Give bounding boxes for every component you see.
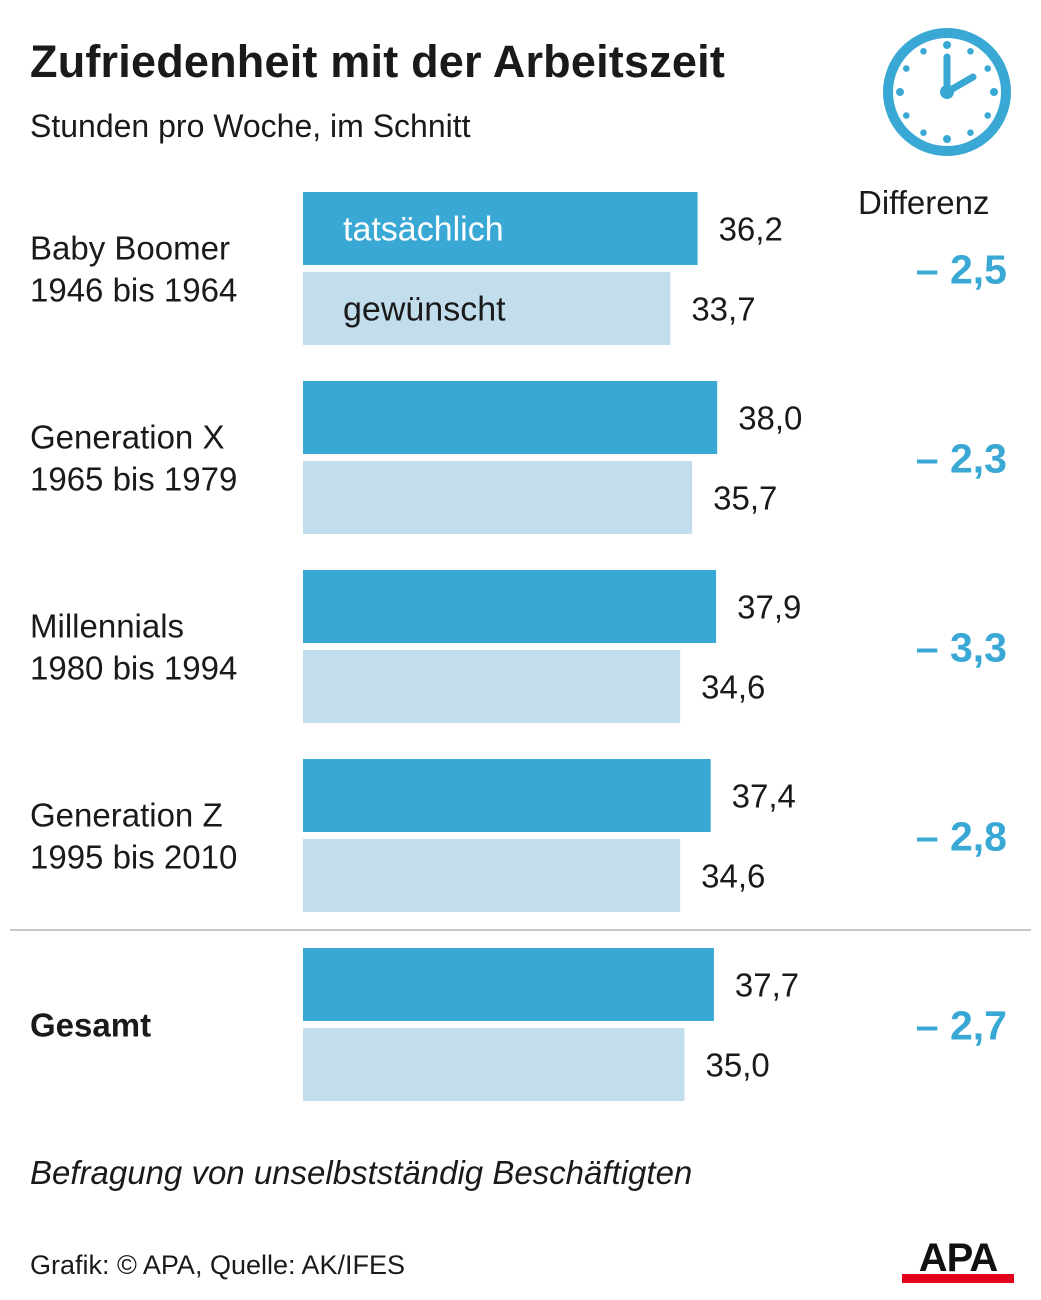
value-label: 35,0 (706, 1047, 770, 1084)
category-years: 1980 bis 1994 (30, 650, 237, 687)
footnote: Befragung von unselbstständig Beschäftig… (30, 1154, 693, 1191)
bar-desired (303, 461, 693, 534)
chart-title: Zufriedenheit mit der Arbeitszeit (30, 36, 726, 87)
legend-label: gewünscht (343, 291, 506, 329)
bar-chart: Baby Boomer 1946 bis 1964 36,2 tatsächlich 3… (10, 192, 1031, 1101)
difference-header: Differenz (858, 184, 990, 221)
value-label: 34,6 (701, 858, 765, 895)
category-years: 1995 bis 2010 (30, 839, 237, 876)
bar-actual (303, 948, 714, 1021)
bar-desired (303, 272, 671, 345)
category-label: Generation X (30, 419, 224, 456)
clock-icon (883, 28, 1011, 156)
value-label: 34,6 (701, 669, 765, 706)
value-label: 37,9 (737, 589, 801, 626)
category-years: 1965 bis 1979 (30, 461, 237, 498)
difference-value: – 2,5 (916, 247, 1007, 293)
svg-text:APA: APA (919, 1236, 998, 1280)
chart-subtitle: Stunden pro Woche, im Schnitt (30, 108, 471, 144)
category-label: Gesamt (30, 1007, 151, 1044)
category-label: Generation Z (30, 797, 223, 834)
value-label: 38,0 (738, 400, 802, 437)
bar-desired (303, 1028, 685, 1101)
source-credit: Grafik: © APA, Quelle: AK/IFES (30, 1250, 406, 1280)
bar-actual (303, 381, 718, 454)
value-label: 37,4 (732, 778, 796, 815)
category-years: 1946 bis 1964 (30, 272, 237, 309)
category-label: Millennials (30, 608, 184, 645)
value-label: 33,7 (691, 291, 755, 328)
bar-actual (303, 759, 711, 832)
value-label: 37,7 (735, 967, 799, 1004)
bar-desired (303, 839, 681, 912)
bar-actual (303, 192, 698, 265)
legend-label: tatsächlich (343, 211, 504, 249)
bar-actual (303, 570, 717, 643)
difference-value: – 2,7 (916, 1003, 1007, 1049)
apa-logo: APA (902, 1236, 1014, 1283)
category-label: Baby Boomer (30, 230, 230, 267)
bar-desired (303, 650, 681, 723)
value-label: 36,2 (719, 211, 783, 248)
difference-value: – 3,3 (916, 625, 1007, 671)
difference-value: – 2,3 (916, 436, 1007, 482)
value-label: 35,7 (713, 480, 777, 517)
difference-value: – 2,8 (916, 814, 1007, 860)
